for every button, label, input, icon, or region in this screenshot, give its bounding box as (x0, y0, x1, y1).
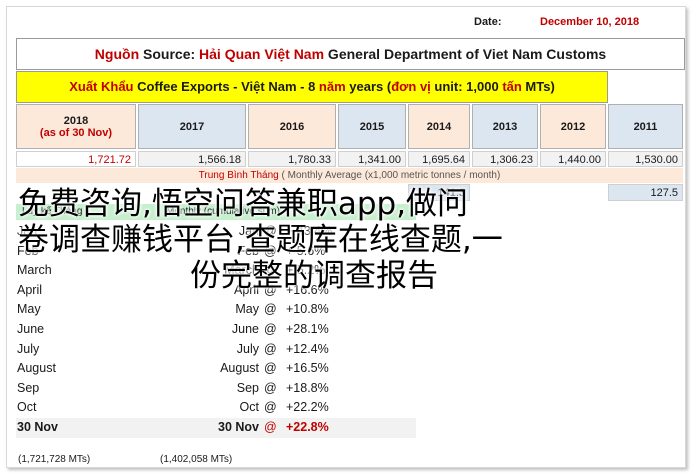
date-row: Date: December 10, 2018 (474, 16, 639, 28)
export-title: Xuất Khẩu Coffee Exports - Việt Nam - 8 … (16, 71, 608, 103)
month-hdr-mid: Monthly (cumulative sum) (166, 206, 280, 217)
bottom-total-2018: (1,721,728 MTs) (18, 454, 91, 465)
table-row: April April @ +16.6% (17, 282, 329, 297)
avg-bar-label-en: Monthly Average (x1,000 metric tonnes / … (287, 170, 501, 181)
year-header-2011: 2011 (608, 104, 683, 149)
table-row: March March @ + 5.2% (17, 263, 326, 278)
monthly-cumulative-header: Luỹ kế Tháng Monthly (cumulative sum) (16, 204, 416, 220)
avg-value-2014: 141.3 (408, 184, 470, 201)
export-title-part2: Coffee Exports - Việt Nam - 8 (133, 79, 319, 94)
monthly-average-bar: Trung Bình Tháng ( Monthly Average (x1,0… (16, 168, 683, 183)
year-header-2013: 2013 (472, 104, 538, 149)
avg-bar-separator: ( (278, 170, 288, 181)
monthly-rows: Jan Jan @ + 43.4% Feb Feb @ + 5.6% March March @… (16, 222, 416, 438)
year-header-2015: 2015 (338, 104, 406, 149)
table-row: June June @ +28.1% (17, 321, 329, 336)
export-title-part3: năm (318, 79, 346, 94)
source-rest: General Department of Viet Nam Customs (324, 46, 607, 62)
year-sub-label: (as of 30 Nov) (39, 126, 113, 139)
bottom-total-2017: (1,402,058 MTs) (160, 454, 233, 465)
overlay-line-2: 卷调查赚钱平台,查题库在线查题,一 (18, 222, 503, 258)
table-row: Feb Feb @ + 5.6% (17, 243, 326, 258)
source-banner: Nguồn Source: Hải Quan Việt Nam General … (16, 38, 685, 70)
source-red: Hải Quan Việt Nam (199, 46, 325, 62)
table-row: Jan Jan @ + 43.4% (17, 224, 333, 238)
table-row: Sep Sep @ +18.8% (17, 380, 329, 395)
year-header-2017: 2017 (138, 104, 246, 149)
table-row: August August @ +16.5% (17, 361, 329, 376)
year-header-2016: 2016 (248, 104, 336, 149)
total-2012: 1,440.00 (540, 151, 606, 167)
total-2016: 1,780.33 (248, 151, 336, 167)
date-value: December 10, 2018 (540, 16, 640, 28)
total-2014: 1,695.64 (408, 151, 470, 167)
spam-overlay-text: 免费咨询,悟空问答兼职app,做问 卷调查赚钱平台,查题库在线查题,一 份完整的… (18, 186, 678, 294)
overlay-line-1: 免费咨询,悟空问答兼职app,做问 (18, 186, 469, 222)
total-2011: 1,530.00 (608, 151, 683, 167)
total-2018: 1,721.72 (16, 151, 136, 167)
table-row-current: 30 Nov 30 Nov @ +22.8% (16, 417, 416, 438)
year-label: 2018 (63, 114, 89, 127)
table-row: Oct Oct @ +22.2% (17, 400, 329, 415)
table-row: May May @ +10.8% (17, 302, 329, 317)
total-2017: 1,566.18 (138, 151, 246, 167)
export-title-part6: unit: 1,000 (430, 79, 503, 94)
export-title-part5: đơn vị (391, 79, 431, 94)
source-lead: Nguồn (94, 46, 140, 62)
year-header-2014: 2014 (408, 104, 470, 149)
total-2013: 1,306.23 (472, 151, 538, 167)
source-mid: Source: (139, 46, 200, 62)
table-row: July July @ +12.4% (17, 341, 329, 356)
year-header-2012: 2012 (540, 104, 606, 149)
year-header-2018: 2018 (as of 30 Nov) (16, 104, 136, 149)
export-title-part7: tấn (502, 79, 522, 94)
avg-value-2011: 127.5 (608, 184, 683, 201)
export-title-part1: Xuất Khẩu (69, 79, 134, 94)
date-label: Date: (474, 16, 502, 28)
month-hdr-left: Luỹ kế Tháng (22, 206, 83, 217)
export-title-part8: MTs) (521, 79, 555, 94)
total-2015: 1,341.00 (338, 151, 406, 167)
avg-bar-label-vn: Trung Bình Tháng (198, 170, 279, 181)
overlay-line-3: 份完整的调查报告 (190, 258, 438, 294)
export-title-part4: years ( (345, 79, 392, 94)
